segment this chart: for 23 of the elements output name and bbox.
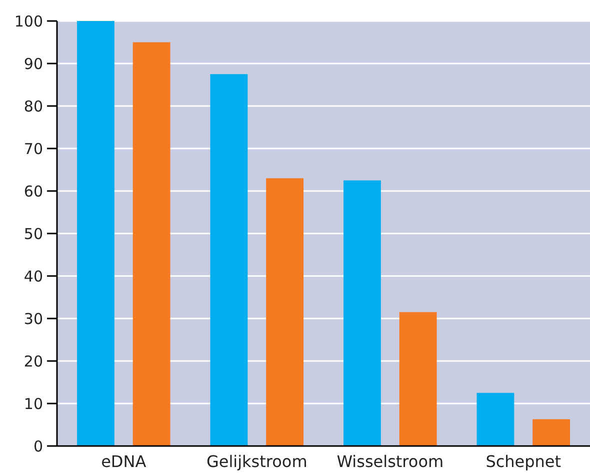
y-tick-label: 30 — [24, 310, 43, 328]
bar — [132, 42, 170, 446]
x-tick-label: eDNA — [101, 452, 146, 471]
bar — [210, 74, 248, 446]
bar — [343, 180, 381, 446]
bar — [76, 21, 114, 446]
y-tick-label: 20 — [24, 352, 43, 370]
bar — [532, 419, 570, 446]
y-tick-label: 0 — [33, 437, 43, 456]
x-tick-label: Wisselstroom — [336, 452, 444, 471]
bar — [476, 392, 514, 446]
bar — [399, 312, 437, 446]
y-tick-label: 70 — [24, 140, 43, 158]
bar — [266, 178, 304, 446]
y-tick-label: 90 — [24, 54, 43, 73]
y-tick-label: 50 — [24, 224, 43, 243]
x-tick-label: Schepnet — [486, 452, 562, 471]
y-tick-label: 10 — [24, 394, 43, 413]
y-tick-label: 80 — [24, 97, 43, 116]
x-tick-label: Gelijkstroom — [206, 452, 308, 471]
y-tick-label: 100 — [14, 12, 43, 30]
y-tick-label: 40 — [24, 267, 43, 286]
y-tick-label: 60 — [24, 182, 43, 200]
